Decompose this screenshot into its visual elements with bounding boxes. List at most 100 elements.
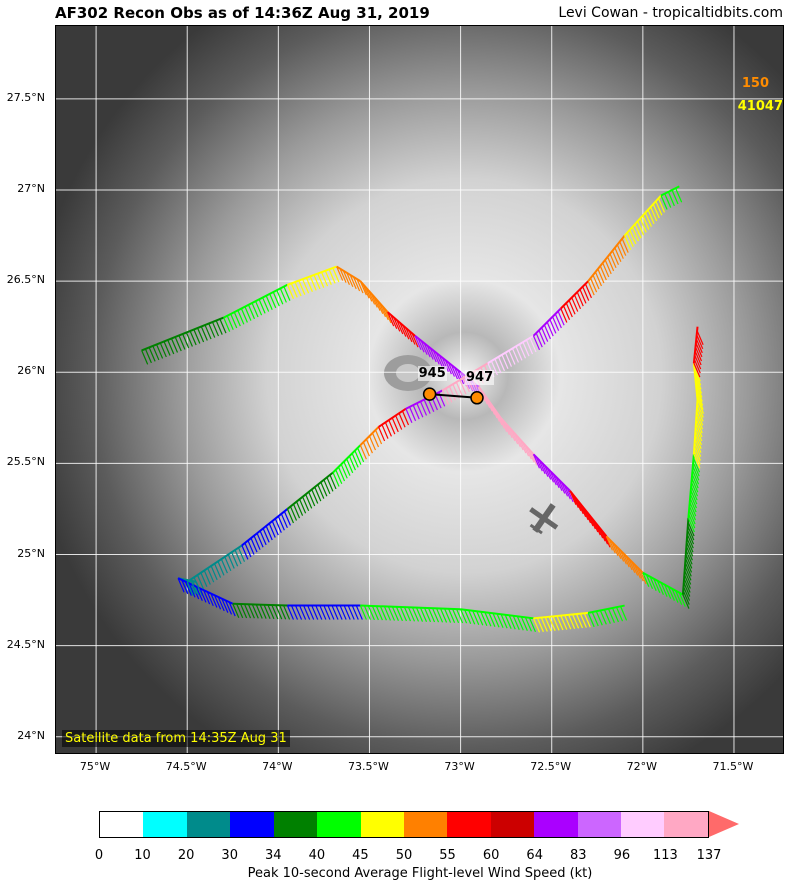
wind-barb (524, 617, 532, 632)
colorbar-segment (360, 812, 404, 837)
wind-barb (200, 572, 208, 587)
wind-barb (685, 546, 693, 561)
wind-barb (342, 270, 350, 285)
longitude-label: 72.5°W (530, 760, 572, 773)
wind-barb (255, 300, 263, 316)
wind-barb (274, 518, 282, 533)
wind-barb (241, 545, 249, 560)
wind-barb (331, 605, 339, 620)
wind-barb (353, 276, 361, 292)
wind-barb (259, 604, 267, 619)
wind-barb (387, 311, 395, 327)
wind-barb (387, 606, 395, 621)
wind-barb (595, 610, 603, 626)
wind-barb (247, 304, 256, 320)
wind-barb (408, 330, 416, 345)
colorbar-segment (534, 812, 578, 837)
wind-barb (607, 608, 615, 624)
aircraft-icon (529, 503, 559, 535)
track-segment (533, 611, 589, 620)
wind-barb (686, 529, 695, 545)
wind-barb (607, 256, 615, 272)
wind-barb (181, 579, 189, 595)
wind-barb (548, 616, 556, 631)
wind-barb (695, 338, 703, 354)
wind-barb (294, 281, 302, 297)
wind-barb (357, 447, 365, 463)
colorbar-extend-arrow (709, 811, 739, 837)
track-segment (692, 363, 699, 400)
wind-barb (602, 262, 610, 278)
wind-barb (412, 404, 420, 420)
wind-barb (277, 516, 285, 531)
wind-barb (692, 458, 701, 473)
wind-barb (457, 369, 465, 385)
wind-barb (642, 572, 650, 587)
track-segment (687, 454, 695, 519)
wind-barb (411, 607, 420, 622)
satellite-map[interactable]: 150 41047 Satellite data from 14:35Z Aug… (55, 25, 784, 754)
wind-barb (541, 327, 549, 342)
latitude-label: 25°N (17, 546, 45, 560)
wind-barb (591, 611, 599, 627)
wind-barb (286, 605, 295, 620)
wind-barb (335, 605, 343, 620)
wind-barb (224, 556, 232, 572)
track-segment (287, 265, 338, 286)
wind-barb (367, 605, 375, 621)
wind-barb (597, 268, 605, 284)
colorbar-segment (100, 812, 144, 837)
wind-barb (167, 339, 175, 355)
wind-barb (200, 326, 208, 341)
colorbar-tick-label: 40 (308, 848, 326, 863)
colorbar-tick-label: 10 (134, 848, 151, 863)
wind-barb (283, 286, 291, 301)
wind-barb (182, 333, 190, 349)
wind-barb (190, 579, 198, 594)
colorbar-segment (621, 812, 665, 837)
wind-barb (197, 327, 205, 343)
longitude-label: 73.5°W (348, 760, 389, 773)
track-segment (532, 307, 562, 337)
wind-barb (375, 605, 383, 621)
colorbar-segment (490, 812, 535, 837)
wind-barb (694, 346, 703, 362)
wind-barb (604, 259, 612, 275)
wind-barb (423, 342, 431, 358)
wind-barb (320, 271, 329, 287)
wind-barb (289, 506, 298, 521)
buoy-id: 41047 (737, 99, 783, 114)
wind-barb (472, 610, 480, 625)
wind-barb (302, 496, 310, 512)
wind-barb (695, 342, 703, 358)
colorbar-title: Peak 10-second Average Flight-level Wind… (247, 866, 593, 881)
wind-barb (671, 588, 679, 603)
wind-barb (286, 284, 295, 300)
longitude-label: 75°W (79, 760, 111, 773)
wind-barb (455, 381, 463, 397)
track-segment (605, 535, 644, 574)
wind-barb (347, 605, 355, 620)
wind-barb (346, 458, 354, 474)
track-segment (587, 604, 625, 614)
wind-barb (549, 319, 557, 334)
wind-barb (682, 594, 690, 609)
wind-barb (544, 616, 552, 632)
wind-barb (307, 605, 315, 620)
wind-barb (326, 477, 334, 492)
wind-barb (557, 310, 565, 326)
wind-barb (192, 580, 200, 596)
colorbar-segment (403, 812, 448, 837)
wind-barb (696, 411, 704, 426)
wind-barb (240, 308, 248, 323)
wind-barb (170, 338, 179, 353)
wind-barb (554, 313, 562, 329)
track-segment (336, 265, 361, 283)
wind-barb (536, 617, 544, 633)
wind-barb (692, 466, 700, 481)
wind-barb (565, 302, 573, 318)
wind-barb (203, 589, 211, 605)
wind-barb (237, 547, 246, 562)
wind-barb (690, 489, 698, 505)
wind-barb (206, 591, 214, 607)
